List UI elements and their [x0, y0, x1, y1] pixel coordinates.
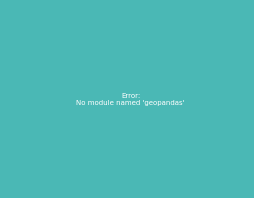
Text: Error:
No module named 'geopandas': Error: No module named 'geopandas' [76, 93, 184, 107]
